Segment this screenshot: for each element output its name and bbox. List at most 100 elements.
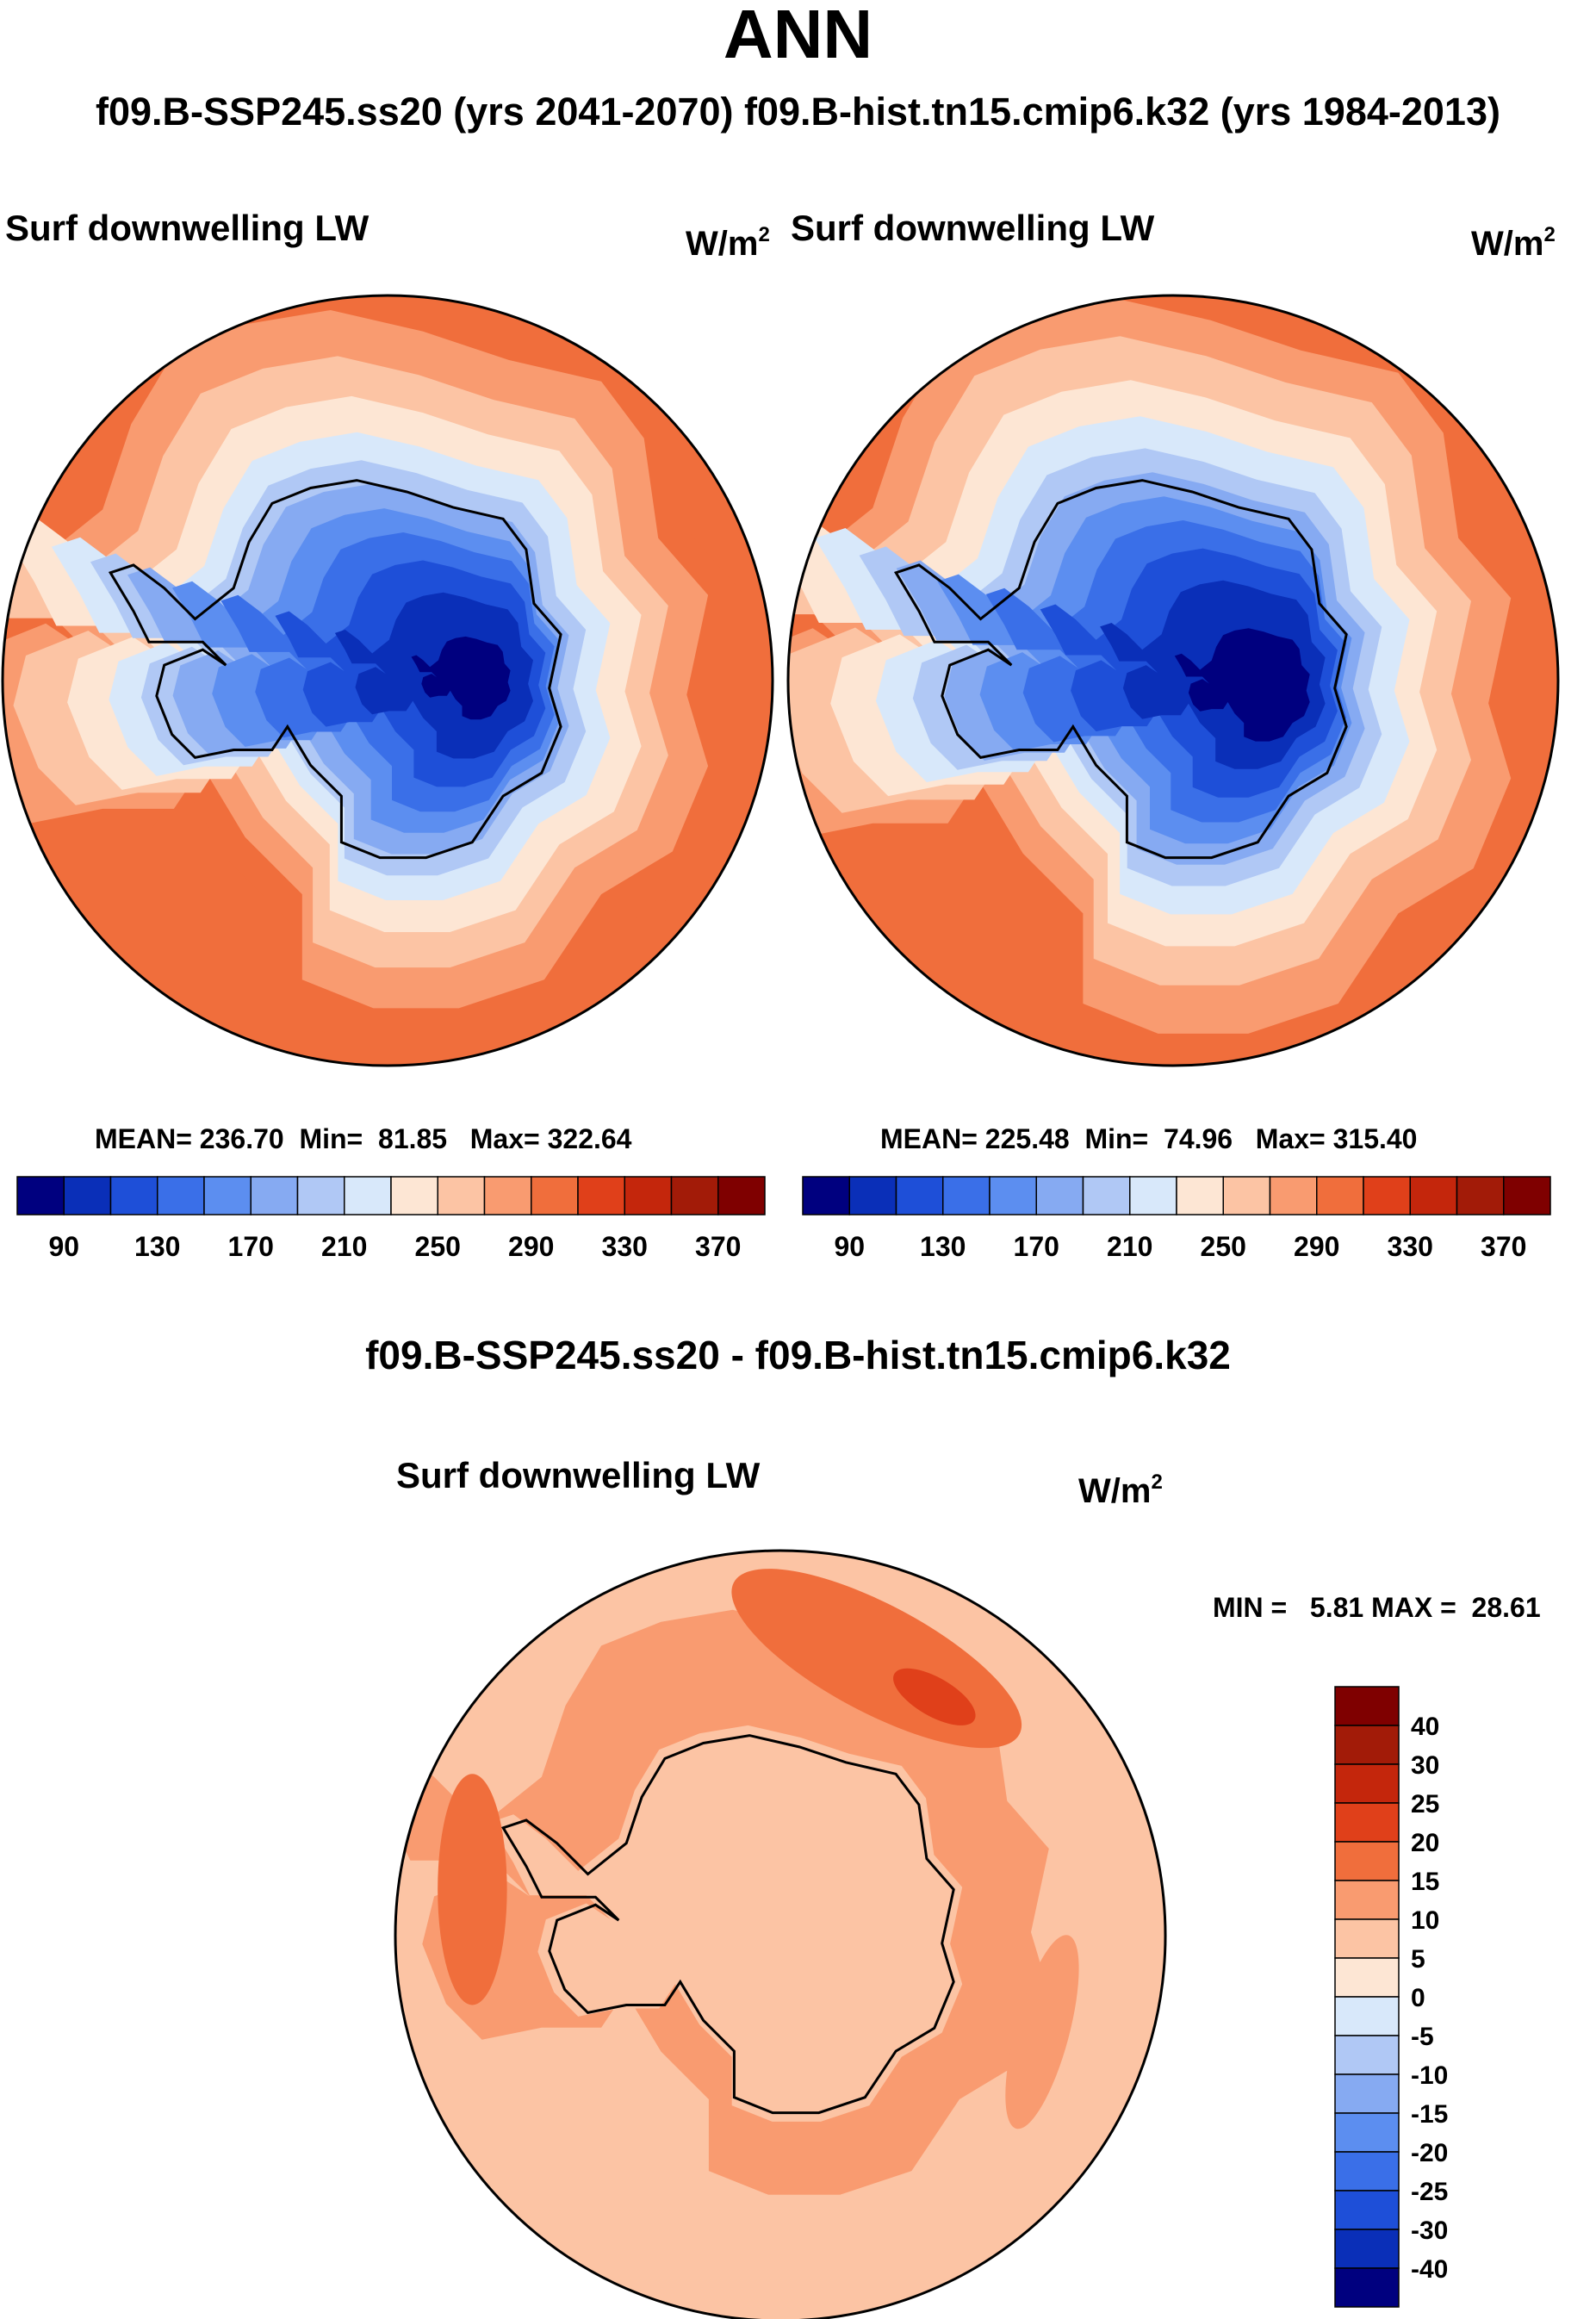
colorbar-box <box>717 1176 766 1215</box>
colorbar-box <box>577 1176 625 1215</box>
colorbar-tick-label: 330 <box>1388 1231 1433 1262</box>
colorbar-box <box>1334 2151 1400 2192</box>
panel3-colorbar: 40 30 25 20 15 10 5 0 -5 -10 -15 -20 -25 -30 -40 <box>1334 1686 1448 2308</box>
colorbar-tick-label: 25 <box>1411 1790 1439 1819</box>
colorbar-tick-label: -30 <box>1411 2216 1448 2245</box>
colorbar-tick-label: 30 <box>1411 1751 1439 1780</box>
colorbar-tick-label: 330 <box>602 1231 648 1262</box>
colorbar-box <box>1334 2190 1400 2230</box>
colorbar-box <box>1334 1763 1400 1804</box>
panel1-map <box>3 295 773 1066</box>
colorbar-box <box>1269 1176 1318 1215</box>
colorbar-box <box>1363 1176 1411 1215</box>
colorbar-tick-label: -25 <box>1411 2178 1448 2206</box>
colorbar-box <box>989 1176 1037 1215</box>
colorbar-box <box>1409 1176 1458 1215</box>
colorbar-tick-label: -40 <box>1411 2255 1448 2284</box>
colorbar-tick-label: 170 <box>228 1231 274 1262</box>
panel2-stats: MEAN= 225.48 Min= 74.96 Max= 315.40 <box>880 1123 1418 1154</box>
colorbar-tick-label: 250 <box>1201 1231 1246 1262</box>
panel3-variable-title: Surf downwelling LW <box>396 1455 761 1495</box>
antarctica-coastline <box>893 479 1348 860</box>
antarctica-coastline <box>108 479 562 860</box>
panel3-units: W/m2 <box>1078 1470 1163 1510</box>
colorbar-tick-label: 370 <box>695 1231 741 1262</box>
contour-band <box>893 1668 976 1725</box>
colorbar-tick-label: 20 <box>1411 1829 1439 1857</box>
colorbar-tick-label: 290 <box>508 1231 554 1262</box>
colorbar-tick-label: 210 <box>321 1231 367 1262</box>
colorbar-box <box>16 1176 65 1215</box>
colorbar-box <box>1082 1176 1131 1215</box>
colorbar-box <box>802 1176 850 1215</box>
colorbar-box <box>1316 1176 1364 1215</box>
colorbar-box <box>1334 2073 1400 2114</box>
panel1-colorbar: 90 130 170 210 250 290 330 370 <box>16 1176 766 1262</box>
colorbar-box <box>1334 1957 1400 1998</box>
colorbar-box <box>109 1176 158 1215</box>
colorbar-box <box>531 1176 579 1215</box>
colorbar-box <box>344 1176 392 1215</box>
contour-band <box>438 1774 507 2005</box>
colorbar-tick-label: 170 <box>1014 1231 1059 1262</box>
colorbar-box <box>670 1176 719 1215</box>
panel3-map-border <box>394 1549 1167 2319</box>
colorbar-tick-label: 90 <box>834 1231 865 1262</box>
colorbar-box <box>157 1176 205 1215</box>
colorbar-box <box>1456 1176 1505 1215</box>
colorbar-tick-label: -10 <box>1411 2061 1448 2090</box>
contour-band <box>411 636 511 720</box>
colorbar-box <box>437 1176 486 1215</box>
colorbar-box <box>1334 1880 1400 1920</box>
page-subtitle: f09.B-SSP245.ss20 (yrs 2041-2070) f09.B-… <box>96 90 1500 134</box>
colorbar-tick-label: 210 <box>1107 1231 1152 1262</box>
colorbar-box <box>1334 2229 1400 2269</box>
colorbar-box <box>1334 1725 1400 1765</box>
panel2-map-border <box>786 294 1560 1067</box>
colorbar-box <box>1334 2035 1400 2075</box>
colorbar-tick-label: 5 <box>1411 1945 1425 1974</box>
colorbar-box <box>942 1176 991 1215</box>
colorbar-tick-label: 130 <box>134 1231 180 1262</box>
colorbar-tick-label: -20 <box>1411 2139 1448 2167</box>
colorbar-box <box>848 1176 897 1215</box>
colorbar-box <box>1334 1841 1400 1881</box>
colorbar-box <box>1334 1686 1400 1726</box>
colorbar-tick-label: 290 <box>1294 1231 1339 1262</box>
colorbar-box <box>1129 1176 1177 1215</box>
page-title: ANN <box>723 0 873 72</box>
antarctica-coastline <box>500 1734 955 2115</box>
colorbar-box <box>203 1176 252 1215</box>
diff-title: f09.B-SSP245.ss20 - f09.B-hist.tn15.cmip… <box>365 1333 1231 1377</box>
panel1-stats: MEAN= 236.70 Min= 81.85 Max= 322.64 <box>95 1123 632 1154</box>
colorbar-box <box>1334 1996 1400 2036</box>
colorbar-box <box>1334 1802 1400 1843</box>
colorbar-box <box>390 1176 438 1215</box>
colorbar-box <box>895 1176 944 1215</box>
contour-band <box>1005 1935 1079 2129</box>
colorbar-box <box>1222 1176 1271 1215</box>
colorbar-box <box>1334 2267 1400 2308</box>
colorbar-box <box>1503 1176 1551 1215</box>
colorbar-box <box>1334 1918 1400 1959</box>
panel1-variable-title: Surf downwelling LW <box>5 208 370 248</box>
colorbar-box <box>63 1176 112 1215</box>
colorbar-box <box>1334 2112 1400 2153</box>
colorbar-tick-label: 40 <box>1411 1713 1439 1741</box>
colorbar-tick-label: -15 <box>1411 2100 1448 2129</box>
colorbar-tick-label: 130 <box>920 1231 966 1262</box>
colorbar-tick-label: 370 <box>1481 1231 1526 1262</box>
colorbar-tick-label: 250 <box>415 1231 461 1262</box>
colorbar-box <box>296 1176 345 1215</box>
colorbar-tick-label: -5 <box>1411 2023 1434 2051</box>
panel2-colorbar: 90 130 170 210 250 290 330 370 <box>802 1176 1551 1262</box>
colorbar-tick-label: 10 <box>1411 1906 1439 1935</box>
panel3-map <box>395 1551 1165 2319</box>
panel1-units: W/m2 <box>686 223 770 263</box>
panel2-variable-title: Surf downwelling LW <box>791 208 1155 248</box>
panel2-map <box>788 295 1558 1066</box>
panel1-map-border <box>1 294 774 1067</box>
colorbar-box <box>624 1176 673 1215</box>
colorbar-box <box>250 1176 299 1215</box>
